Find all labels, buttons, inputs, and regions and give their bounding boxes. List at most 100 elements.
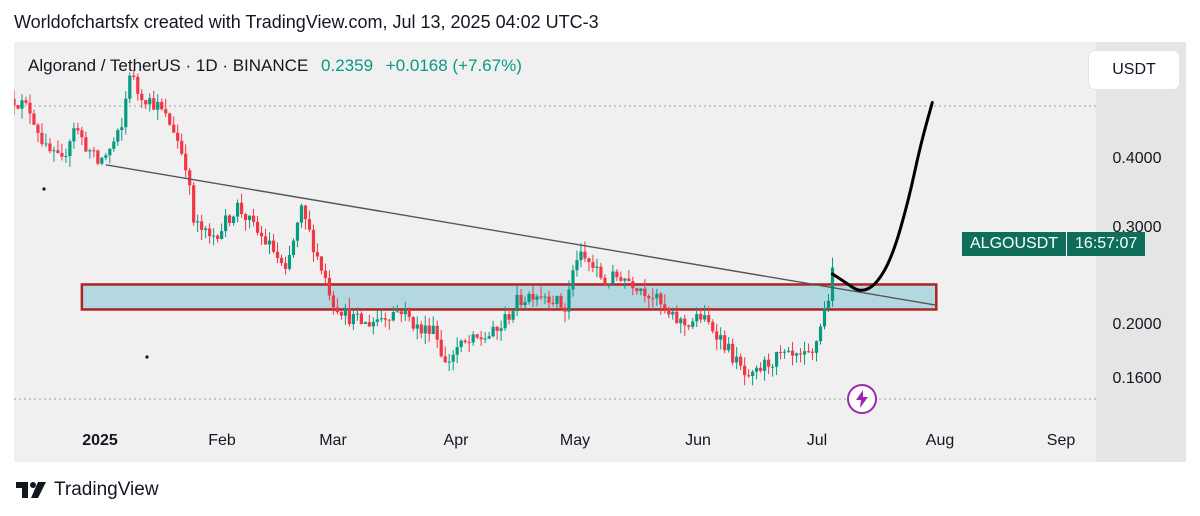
plot-area[interactable]: Algorand / TetherUS · 1D · BINANCE 0.235…	[14, 42, 1096, 462]
candle-body	[64, 155, 68, 157]
candle-body	[72, 128, 76, 142]
candle-body	[527, 293, 531, 302]
candle-body	[96, 150, 100, 164]
x-tick-label: Feb	[208, 432, 236, 449]
lightning-icon[interactable]	[847, 384, 877, 414]
candle-body	[375, 319, 379, 322]
candle-body	[40, 132, 44, 144]
candle-body	[419, 324, 423, 334]
candle-body	[802, 351, 807, 355]
descending-trendline	[105, 164, 937, 306]
price-chart[interactable]	[14, 42, 1096, 462]
footer-brand[interactable]: TradingView	[16, 479, 159, 501]
candle-body	[691, 321, 695, 327]
candle-body	[228, 215, 232, 224]
candle-body	[703, 315, 707, 320]
footer-brand-label: TradingView	[54, 479, 159, 500]
candle-body	[671, 311, 675, 315]
y-tick-label: 0.3000	[1112, 219, 1162, 236]
candle-body	[367, 322, 371, 327]
candle-body	[655, 293, 659, 299]
tradingview-logo-icon	[16, 482, 46, 498]
candle-body	[719, 335, 723, 340]
annotation-dot	[145, 355, 149, 359]
candle-body	[467, 342, 471, 344]
candle-body	[172, 124, 176, 133]
candle-body	[627, 278, 631, 282]
x-tick-label: May	[559, 432, 591, 449]
candle-body	[455, 347, 459, 355]
candle-body	[579, 251, 583, 261]
candle-body	[24, 100, 28, 103]
currency-button[interactable]: USDT	[1089, 51, 1179, 89]
candle-body	[619, 277, 623, 281]
candle-body	[806, 351, 811, 353]
candle-body	[715, 331, 719, 340]
candle-body	[798, 353, 803, 355]
candle-body	[559, 295, 563, 308]
candle-body	[547, 296, 551, 303]
candle-body	[391, 312, 395, 321]
candle-body	[531, 293, 535, 300]
last-price: 0.2359	[321, 56, 374, 75]
candle-body	[431, 325, 435, 334]
candle-body	[659, 293, 663, 305]
candle-body	[679, 318, 683, 324]
candle-body	[407, 309, 411, 317]
candle-body	[271, 240, 276, 252]
x-tick-label: Aug	[925, 432, 955, 449]
candle-body	[403, 309, 407, 315]
candle-body	[615, 271, 619, 278]
candle-body	[80, 130, 84, 138]
y-tick-label: 0.4000	[1112, 150, 1162, 167]
candle-body	[216, 235, 220, 239]
candle-body	[192, 185, 196, 223]
candle-body	[108, 148, 112, 156]
candle-body	[363, 322, 367, 324]
candle-body	[259, 232, 264, 237]
candle-body	[387, 319, 391, 321]
candle-body	[327, 277, 332, 296]
candle-body	[152, 98, 156, 110]
candle-body	[643, 288, 647, 297]
candle-body	[20, 100, 24, 109]
candle-body	[427, 325, 431, 334]
candle-body	[16, 105, 20, 109]
candle-body	[739, 356, 743, 366]
candle-body	[439, 339, 443, 357]
candle-body	[459, 340, 463, 348]
candle-body	[523, 301, 527, 306]
candle-body	[511, 311, 515, 320]
candle-body	[359, 313, 363, 324]
candle-body	[319, 256, 324, 271]
candle-body	[68, 141, 72, 156]
candle-body	[56, 150, 60, 153]
candle-body	[495, 326, 499, 331]
candle-body	[315, 252, 320, 257]
candle-body	[575, 260, 579, 271]
candle-body	[371, 321, 375, 327]
candle-body	[92, 150, 96, 152]
candle-body	[770, 366, 775, 368]
candle-body	[120, 127, 124, 131]
candle-body	[411, 316, 415, 329]
candle-body	[818, 326, 823, 342]
candle-body	[667, 308, 671, 315]
symbol-legend: Algorand / TetherUS · 1D · BINANCE 0.235…	[28, 56, 522, 76]
symbol-name: Algorand / TetherUS · 1D · BINANCE	[28, 56, 309, 75]
candle-body	[343, 307, 347, 316]
candle-body	[379, 318, 383, 320]
candle-body	[200, 221, 204, 230]
candle-body	[631, 281, 635, 289]
candle-body	[611, 271, 615, 284]
x-tick-label: Apr	[443, 432, 469, 449]
candle-body	[507, 314, 511, 320]
candle-body	[295, 222, 300, 241]
candle-body	[503, 314, 507, 329]
candle-body	[60, 152, 64, 157]
candle-body	[48, 143, 52, 152]
candle-body	[156, 101, 160, 110]
support-resistance-zone	[80, 283, 938, 311]
candle-body	[303, 205, 308, 220]
candle-body	[635, 288, 639, 292]
